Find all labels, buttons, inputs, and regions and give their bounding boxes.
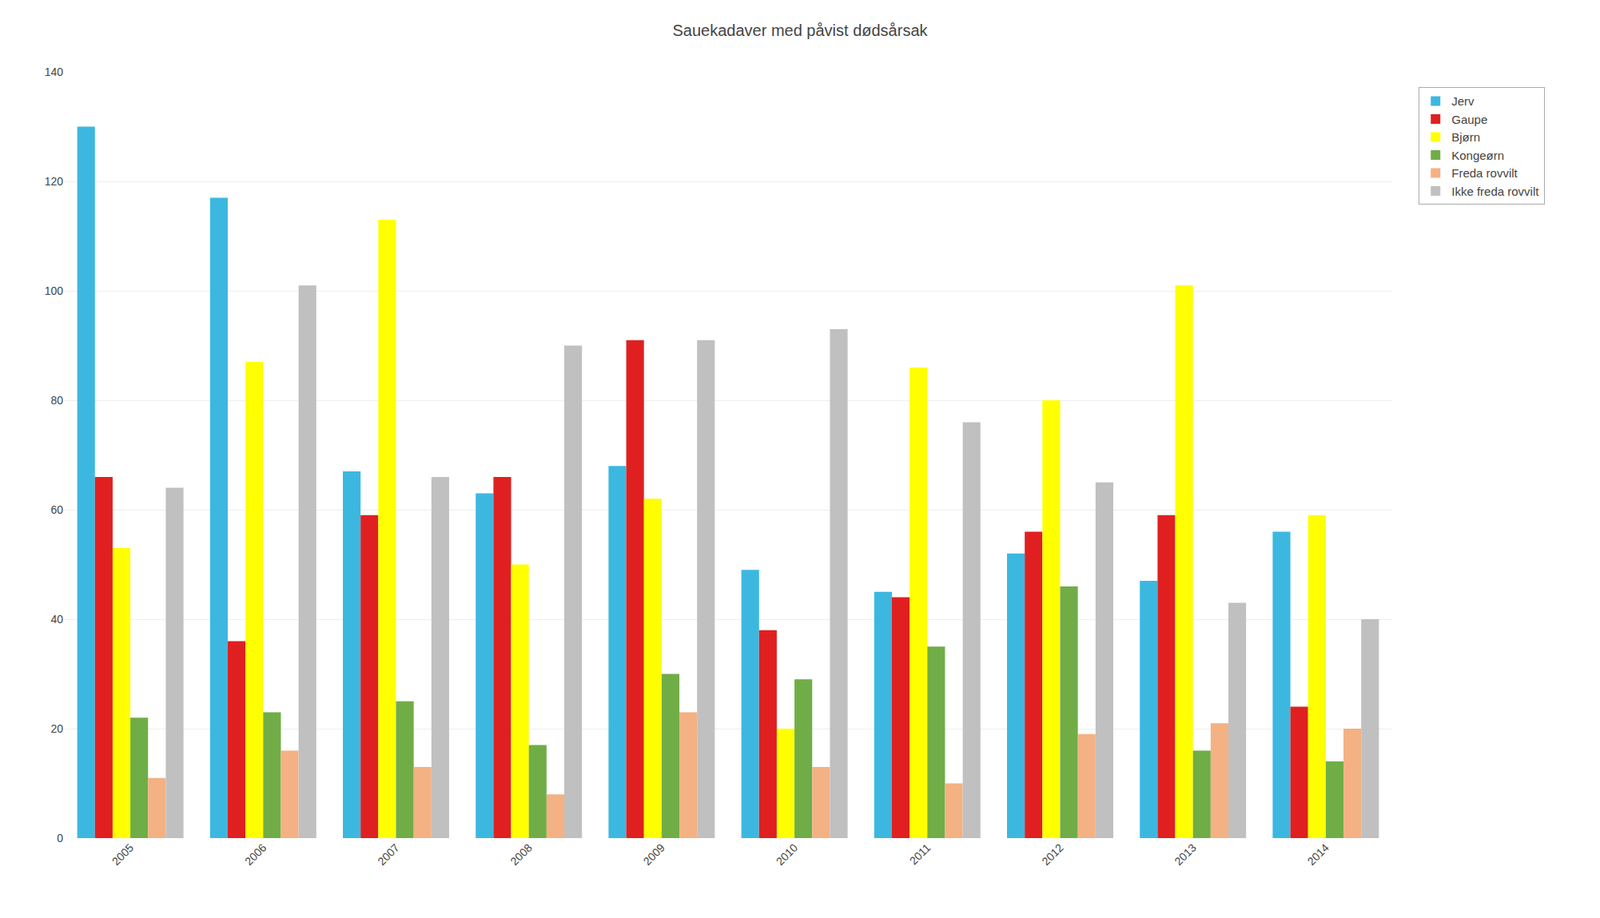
- svg-text:2009: 2009: [640, 841, 668, 868]
- svg-text:Sauekadaver med påvist dødsårs: Sauekadaver med påvist dødsårsak: [672, 21, 928, 40]
- svg-text:Gaupe: Gaupe: [1451, 112, 1488, 127]
- svg-text:20: 20: [50, 722, 64, 736]
- svg-text:2008: 2008: [507, 841, 534, 868]
- svg-text:Jerv: Jerv: [1451, 94, 1475, 108]
- svg-text:2010: 2010: [773, 841, 800, 868]
- svg-text:2013: 2013: [1171, 841, 1199, 868]
- svg-text:2005: 2005: [109, 841, 136, 868]
- svg-text:2006: 2006: [242, 841, 269, 868]
- svg-text:2012: 2012: [1038, 841, 1066, 868]
- svg-text:100: 100: [44, 284, 64, 298]
- svg-text:40: 40: [50, 612, 64, 626]
- svg-text:2011: 2011: [907, 841, 934, 868]
- svg-text:Bjørn: Bjørn: [1451, 130, 1481, 144]
- svg-text:2007: 2007: [374, 841, 402, 868]
- svg-text:120: 120: [44, 175, 64, 188]
- svg-text:2014: 2014: [1305, 841, 1332, 868]
- svg-text:60: 60: [50, 503, 64, 517]
- svg-text:Ikke freda rovvilt: Ikke freda rovvilt: [1451, 184, 1540, 199]
- svg-text:Kongeørn: Kongeørn: [1451, 148, 1505, 163]
- svg-text:140: 140: [44, 65, 64, 79]
- svg-text:Freda rovvilt: Freda rovvilt: [1451, 166, 1518, 180]
- svg-text:80: 80: [50, 394, 64, 407]
- svg-text:0: 0: [56, 831, 64, 845]
